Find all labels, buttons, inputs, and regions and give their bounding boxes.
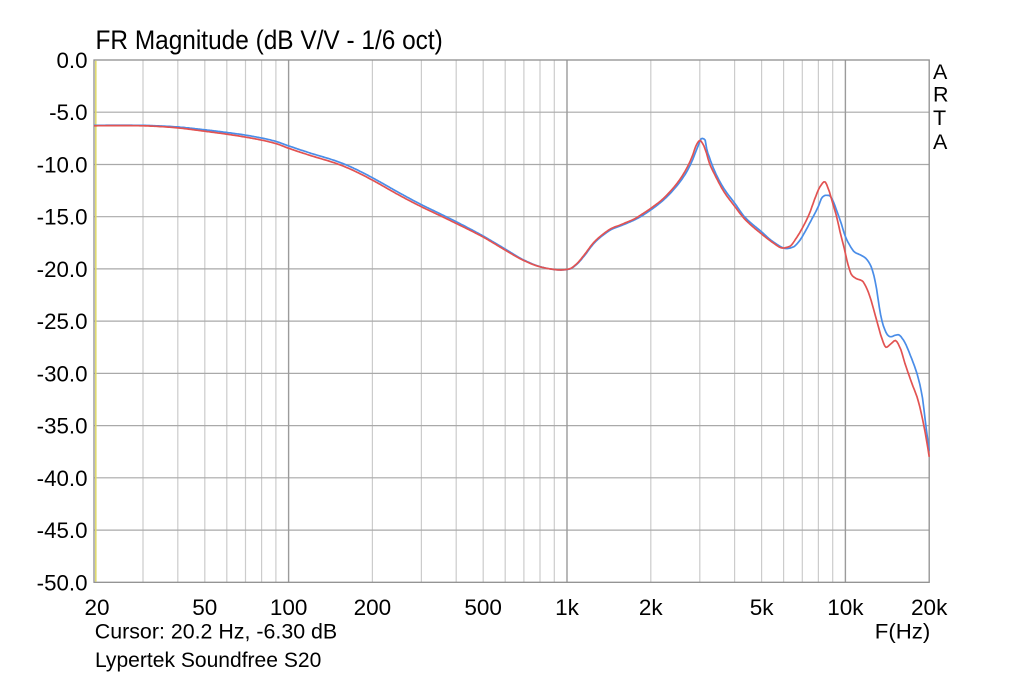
svg-text:500: 500 [464,595,502,620]
svg-text:A: A [933,130,948,154]
svg-text:-25.0: -25.0 [37,309,88,334]
svg-text:1k: 1k [555,595,580,620]
svg-text:-30.0: -30.0 [37,361,88,386]
svg-text:-20.0: -20.0 [37,257,88,282]
svg-text:100: 100 [270,595,308,620]
svg-text:T: T [933,106,946,130]
svg-text:0.0: 0.0 [57,48,88,73]
svg-text:-15.0: -15.0 [37,205,88,230]
svg-text:-45.0: -45.0 [37,518,88,543]
svg-text:-40.0: -40.0 [37,466,88,491]
svg-text:20: 20 [84,595,109,620]
svg-text:5k: 5k [750,595,775,620]
svg-text:20k: 20k [911,595,948,620]
svg-text:-35.0: -35.0 [37,414,88,439]
svg-text:F(Hz): F(Hz) [875,621,931,644]
svg-text:-50.0: -50.0 [37,570,88,595]
svg-text:R: R [933,82,949,106]
svg-text:200: 200 [354,595,392,620]
svg-text:50: 50 [192,595,217,620]
svg-text:-5.0: -5.0 [49,100,87,125]
svg-text:A: A [933,60,948,84]
svg-text:FR Magnitude (dB V/V - 1/6 oct: FR Magnitude (dB V/V - 1/6 oct) [96,25,443,55]
svg-text:2k: 2k [639,595,664,620]
svg-text:10k: 10k [827,595,864,620]
svg-text:-10.0: -10.0 [37,152,88,177]
svg-text:Lypertek Soundfree S20: Lypertek Soundfree S20 [95,649,321,672]
svg-text:Cursor: 20.2 Hz, -6.30 dB: Cursor: 20.2 Hz, -6.30 dB [95,621,337,644]
